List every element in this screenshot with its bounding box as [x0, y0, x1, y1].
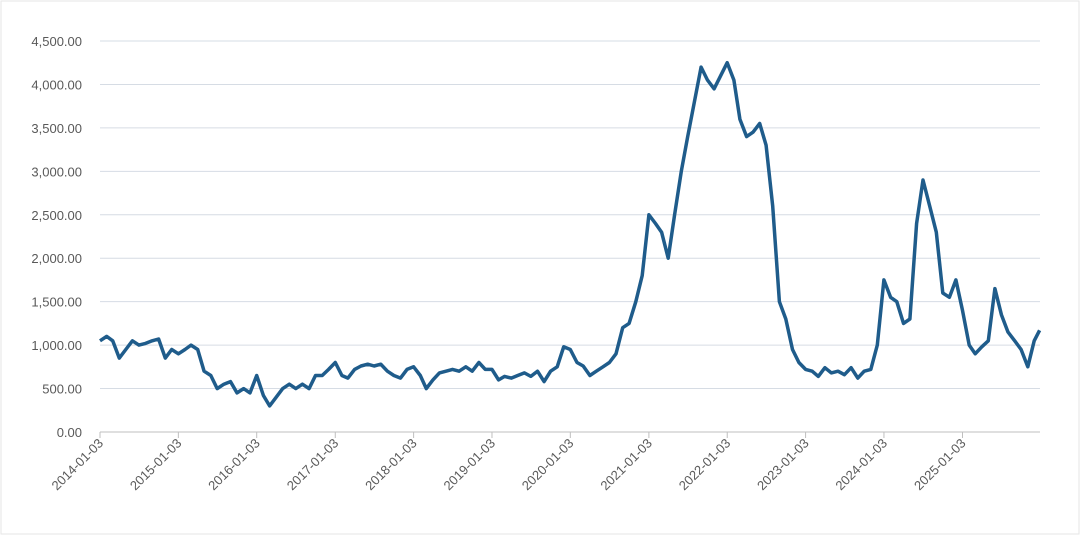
y-tick-label: 0.00: [57, 425, 82, 440]
y-tick-label: 500.00: [42, 382, 82, 397]
y-tick-label: 3,000.00: [31, 164, 82, 179]
y-tick-label: 2,000.00: [31, 251, 82, 266]
y-tick-label: 4,000.00: [31, 77, 82, 92]
y-tick-label: 1,500.00: [31, 295, 82, 310]
y-tick-label: 3,500.00: [31, 121, 82, 136]
y-tick-label: 1,000.00: [31, 338, 82, 353]
y-tick-label: 4,500.00: [31, 34, 82, 49]
y-tick-label: 2,500.00: [31, 208, 82, 223]
line-series: [99, 60, 1042, 408]
